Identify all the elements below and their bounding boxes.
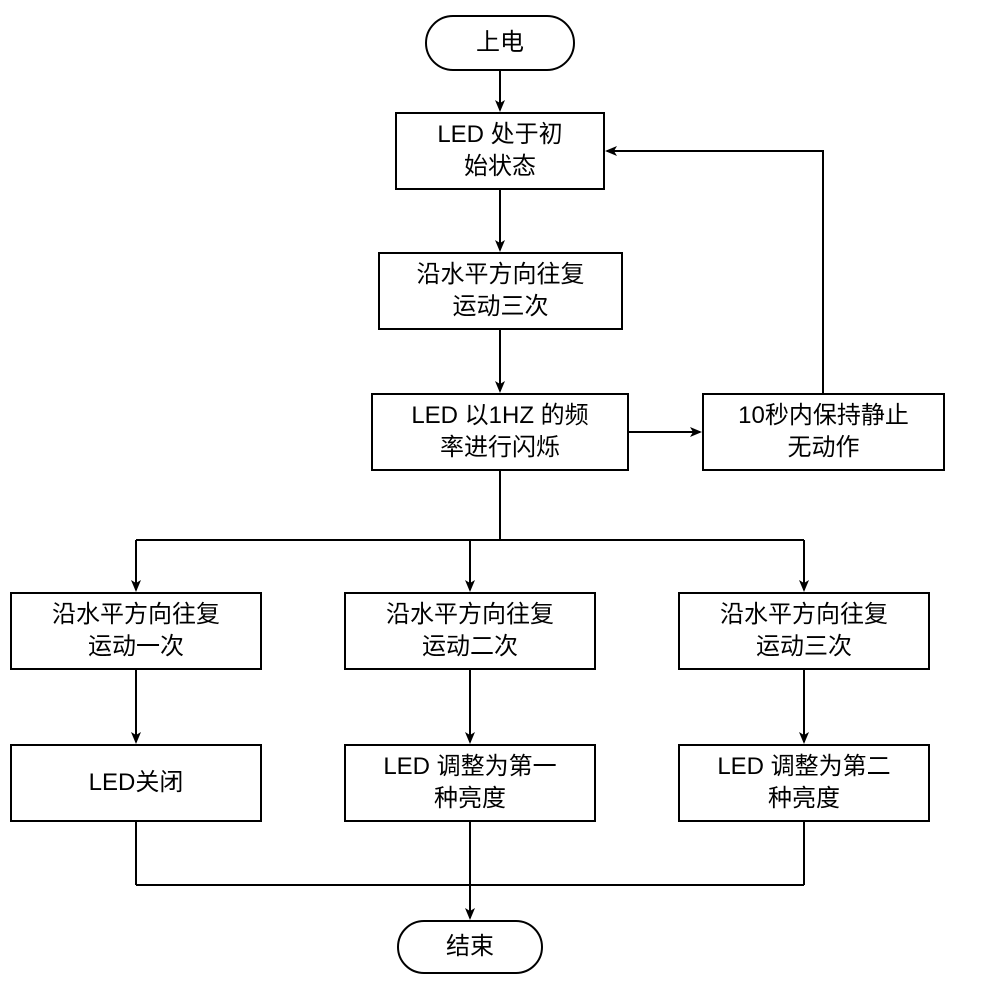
led-blink-1hz-node: LED 以1HZ 的频率进行闪烁: [371, 393, 629, 471]
branch-move-2x-label: 沿水平方向往复运动二次: [386, 599, 554, 664]
branch-move-2x-node: 沿水平方向往复运动二次: [344, 592, 596, 670]
branch-move-3x-node: 沿水平方向往复运动三次: [678, 592, 930, 670]
idle-10s-node: 10秒内保持静止无动作: [702, 393, 945, 471]
start-label: 上电: [476, 27, 524, 59]
led-off-label: LED关闭: [89, 767, 184, 799]
start-node: 上电: [425, 15, 575, 71]
end-label: 结束: [446, 931, 494, 963]
branch-move-1x-node: 沿水平方向往复运动一次: [10, 592, 262, 670]
led-off-node: LED关闭: [10, 744, 262, 822]
led-brightness-1-label: LED 调整为第一种亮度: [383, 751, 556, 816]
end-node: 结束: [397, 920, 543, 974]
branch-move-1x-label: 沿水平方向往复运动一次: [52, 599, 220, 664]
branch-move-3x-label: 沿水平方向往复运动三次: [720, 599, 888, 664]
led-brightness-2-node: LED 调整为第二种亮度: [678, 744, 930, 822]
idle-10s-label: 10秒内保持静止无动作: [738, 400, 909, 465]
led-brightness-2-label: LED 调整为第二种亮度: [717, 751, 890, 816]
horizontal-move-3x-node: 沿水平方向往复运动三次: [378, 252, 623, 330]
led-blink-1hz-label: LED 以1HZ 的频率进行闪烁: [411, 400, 588, 465]
led-initial-state-node: LED 处于初始状态: [395, 112, 605, 190]
led-initial-state-label: LED 处于初始状态: [437, 119, 562, 184]
horizontal-move-3x-label: 沿水平方向往复运动三次: [417, 259, 585, 324]
led-brightness-1-node: LED 调整为第一种亮度: [344, 744, 596, 822]
